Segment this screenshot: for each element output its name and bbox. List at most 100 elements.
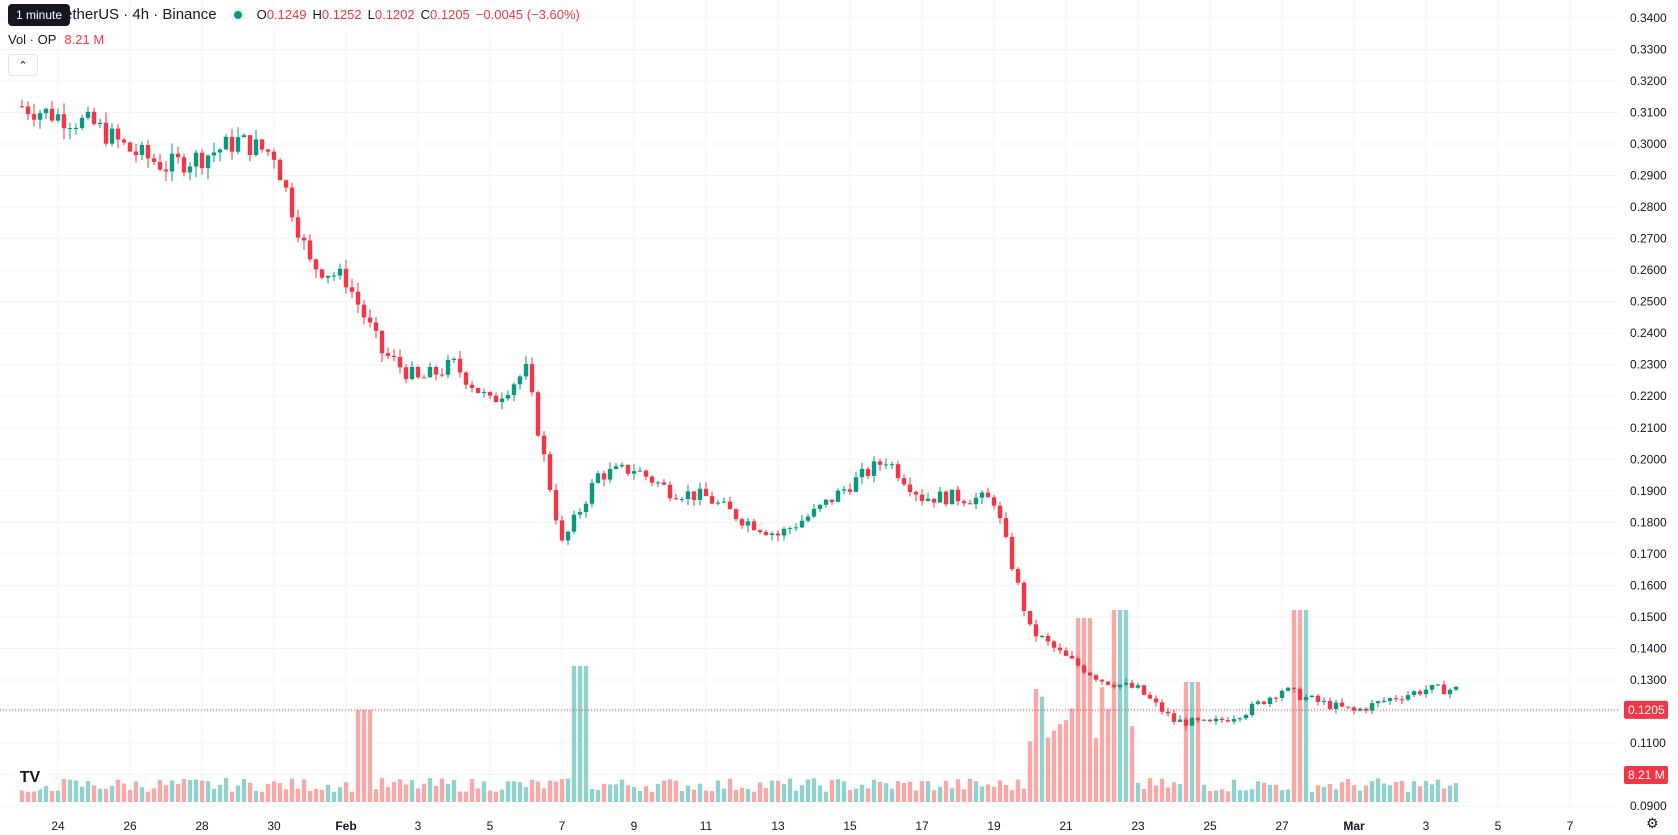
volume-bar	[535, 781, 541, 802]
high-value: 0.1252	[321, 7, 362, 22]
volume-bar	[631, 786, 637, 802]
candle-body	[487, 392, 493, 396]
y-tick-label: 0.3400	[1630, 11, 1667, 25]
candle-body	[829, 499, 835, 502]
open-label: O	[256, 7, 267, 22]
candle-body	[79, 117, 85, 128]
volume-bar	[361, 710, 367, 802]
price-axis[interactable]: 0.3400 0.3300 0.3200 0.3100 0.3000 0.2900 0.28…	[1630, 11, 1667, 813]
candle-body	[463, 372, 469, 385]
volume-bar	[733, 789, 739, 802]
candle-body	[889, 464, 895, 466]
volume-bar	[1423, 780, 1429, 802]
candle-body	[181, 157, 187, 173]
candle-body	[799, 520, 805, 528]
x-tick-label: 27	[1275, 819, 1289, 833]
volume-bar	[1219, 789, 1225, 802]
volume-bar	[271, 781, 277, 802]
volume-bars	[19, 610, 1459, 802]
candle-body	[199, 152, 205, 169]
volume-bar	[331, 791, 337, 802]
candle-body	[373, 322, 379, 331]
candle-body	[775, 533, 781, 536]
x-tick-label: 7	[559, 819, 566, 833]
volume-bar	[307, 791, 313, 802]
y-tick-label: 0.2300	[1630, 358, 1667, 372]
volume-bar	[1105, 709, 1111, 802]
candle-body	[1099, 679, 1105, 682]
volume-bar	[379, 778, 385, 802]
volume-bar	[703, 790, 709, 802]
candle-body	[1369, 703, 1375, 711]
gear-icon[interactable]: ⚙	[1646, 815, 1659, 831]
symbol-legend: etherUS · 4h · Binance O0.1249 H0.1252 L…	[8, 6, 580, 23]
interval-tooltip: 1 minute	[8, 4, 71, 26]
volume-bar	[37, 779, 43, 802]
volume-bar	[1069, 708, 1075, 802]
candle-body	[739, 519, 745, 526]
candle-body	[523, 364, 529, 377]
candle-body	[583, 503, 589, 513]
volume-bar	[637, 790, 643, 802]
candle-body	[1003, 518, 1009, 537]
candle-body	[127, 142, 133, 152]
x-tick-label: 28	[195, 819, 209, 833]
y-tick-label: 0.1700	[1630, 547, 1667, 561]
volume-bar	[1231, 779, 1237, 802]
y-tick-label: 0.2600	[1630, 263, 1667, 277]
volume-bar	[103, 788, 109, 802]
candle-body	[1237, 718, 1243, 720]
volume-bar	[67, 779, 73, 802]
volume-bar	[319, 789, 325, 802]
candle-body	[67, 128, 73, 130]
volume-bar	[1165, 787, 1171, 802]
y-tick-label: 0.1800	[1630, 515, 1667, 529]
time-axis[interactable]: 24 26 28 30 Feb 3 5 7 9 11 13 15 17 19 21 23 25 27 Mar 3 5 7	[51, 819, 1573, 833]
candle-body	[991, 497, 997, 506]
volume-bar	[913, 790, 919, 802]
candle-body	[385, 353, 391, 356]
volume-bar	[259, 791, 265, 802]
candle-body	[961, 501, 967, 504]
volume-bar	[349, 791, 355, 802]
volume-bar	[1279, 790, 1285, 802]
volume-bar	[397, 779, 403, 802]
volume-bar	[25, 785, 31, 802]
candle-body	[31, 114, 37, 120]
volume-bar	[1033, 688, 1039, 802]
candle-body	[1453, 686, 1459, 690]
volume-bar	[1417, 786, 1423, 802]
candle-body	[103, 122, 109, 144]
volume-bar	[1363, 785, 1369, 802]
volume-bar	[1453, 783, 1459, 802]
volume-bar	[829, 780, 835, 802]
candle-body	[391, 355, 397, 358]
symbol-title[interactable]: etherUS · 4h · Binance	[64, 6, 217, 23]
volume-bar	[325, 784, 331, 802]
candle-body	[997, 505, 1003, 519]
price-candles	[19, 99, 1459, 730]
volume-bar	[865, 788, 871, 802]
market-status-icon[interactable]	[230, 7, 245, 22]
volume-bar	[877, 782, 883, 802]
candle-body	[163, 169, 169, 172]
volume-bar	[619, 779, 625, 802]
volume-bar	[409, 780, 415, 802]
volume-bar	[43, 785, 49, 802]
volume-bar	[97, 788, 103, 802]
volume-bar	[643, 786, 649, 802]
collapse-legend-button[interactable]: ⌃	[8, 54, 38, 76]
candle-body	[1381, 700, 1387, 702]
tradingview-logo-icon[interactable]: TV	[12, 764, 48, 792]
volume-legend[interactable]: Vol · OP 8.21 M	[8, 32, 104, 47]
volume-bar	[193, 779, 199, 802]
volume-bar	[943, 780, 949, 802]
volume-bar	[523, 787, 529, 802]
candle-body	[1405, 695, 1411, 700]
candle-body	[145, 145, 151, 159]
volume-bar	[931, 790, 937, 802]
volume-bar	[1045, 737, 1051, 802]
y-tick-label: 0.1500	[1630, 610, 1667, 624]
candle-body	[25, 106, 31, 115]
